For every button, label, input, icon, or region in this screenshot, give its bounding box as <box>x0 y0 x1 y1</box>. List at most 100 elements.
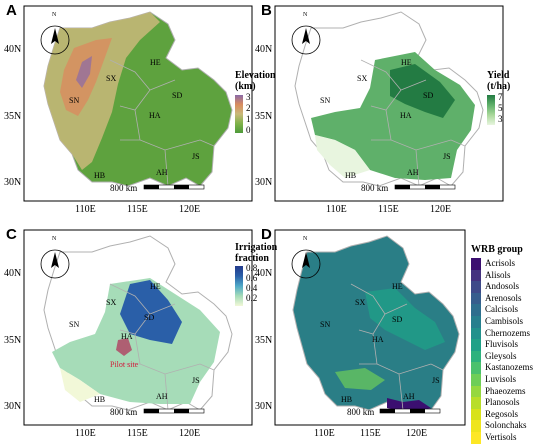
panel-letter: D <box>261 226 272 243</box>
wrb-legend-item: Regosols <box>471 408 519 421</box>
province-label: SX <box>355 298 366 307</box>
north-arrow-icon <box>40 25 70 55</box>
legend-tick: 0.8 <box>246 263 258 273</box>
province-label: HE <box>401 58 412 67</box>
panel-a: A N 40N 35N 30N 110E 115E 120E 800 km HE… <box>0 0 276 222</box>
panel-b: B N 40N 35N 30N 110E 115E 120E 800 km HE… <box>255 0 550 222</box>
province-label: SD <box>392 315 403 324</box>
province-label: HA <box>121 332 133 341</box>
wrb-legend-item: Cambisols <box>471 316 523 328</box>
wrb-label: Acrisols <box>485 258 515 268</box>
province-label: AH <box>407 168 419 177</box>
wrb-label: Fluvisols <box>485 339 519 350</box>
soil-acrisol-zone <box>387 398 431 412</box>
lat-tick: 35N <box>4 335 22 346</box>
yield-map <box>274 5 504 202</box>
wrb-label: Alisols <box>485 269 511 280</box>
wrb-label: Andosols <box>485 281 520 292</box>
legend-tick: 0.2 <box>246 293 258 303</box>
lon-tick: 120E <box>179 428 201 439</box>
province-label: HE <box>150 282 161 291</box>
panel-letter: C <box>6 226 17 243</box>
scale-bar <box>379 408 441 414</box>
wrb-swatch <box>471 362 481 374</box>
province-label: SX <box>357 74 368 83</box>
province-label: HA <box>149 111 161 120</box>
lat-tick: 30N <box>4 177 22 188</box>
lat-tick: 30N <box>4 401 22 412</box>
wrb-legend-item: Luvisols <box>471 374 516 386</box>
wrb-legend-item: Gleysols <box>471 350 517 363</box>
wrb-label: Arenosols <box>485 292 522 303</box>
elevation-map <box>23 5 253 202</box>
wrb-legend-item: Arenosols <box>471 292 522 305</box>
legend-tick: 0.4 <box>246 283 258 293</box>
province-label: AH <box>156 392 168 401</box>
wrb-legend-item: Vertisols <box>471 432 517 444</box>
wrb-swatch <box>471 304 481 316</box>
province-label: HB <box>345 171 357 180</box>
study-region-outline <box>292 235 460 411</box>
province-label: SX <box>106 74 117 83</box>
province-label: JS <box>192 376 200 385</box>
wrb-legend-item: Kastanozems <box>471 362 533 374</box>
panel-c: C N 40N 35N 30N 110E 115E 120E 800 km HE… <box>0 222 278 445</box>
province-boundaries <box>109 283 215 411</box>
wrb-label: Kastanozems <box>485 362 533 373</box>
lon-tick: 110E <box>75 204 96 215</box>
lat-tick: 40N <box>4 268 22 279</box>
soil-luvisol-zone <box>335 368 385 390</box>
lat-tick: 30N <box>255 177 273 188</box>
province-label: HB <box>341 395 353 404</box>
wrb-legend-item: Solonchaks <box>471 420 527 432</box>
province-label: SD <box>172 91 183 100</box>
province-label: SD <box>144 313 155 322</box>
legend-title: Elevation (km) <box>235 70 276 92</box>
wrb-label: Vertisols <box>485 432 517 442</box>
irrigation-map <box>23 229 253 426</box>
north-arrow-icon <box>291 249 321 279</box>
wrb-legend-item: Calcisols <box>471 304 518 316</box>
scale-bar <box>143 184 205 190</box>
province-label: SD <box>423 91 434 100</box>
wrb-label: Regosols <box>485 408 519 419</box>
pilot-site-marker <box>116 338 132 356</box>
wrb-label: Planosols <box>485 397 520 408</box>
legend-tick: 3 <box>246 92 251 102</box>
wrb-swatch <box>471 281 481 293</box>
province-boundaries <box>109 59 215 187</box>
wrb-swatch <box>471 420 481 432</box>
wrb-swatch <box>471 339 481 351</box>
legend-tick: 7 <box>498 92 503 102</box>
province-label: AH <box>403 392 415 401</box>
wrb-swatch <box>471 408 481 421</box>
elevation-colorbar <box>235 95 243 133</box>
yield-low-zone <box>315 135 370 178</box>
panel-letter: B <box>261 2 272 19</box>
wrb-swatch <box>471 397 481 409</box>
legend-title: Irrigation fraction <box>235 242 278 264</box>
lat-tick: 40N <box>255 44 273 55</box>
wrb-swatch <box>471 432 481 444</box>
irrigation-low-zone <box>60 368 100 402</box>
lon-tick: 115E <box>378 204 399 215</box>
pilot-site-label: Pilot site <box>110 360 139 369</box>
province-label: JS <box>432 376 440 385</box>
lat-tick: 40N <box>4 44 22 55</box>
irrigation-colorbar <box>235 266 243 306</box>
province-label: AH <box>156 168 168 177</box>
wrb-swatch <box>471 258 481 270</box>
wrb-legend-item: Acrisols <box>471 258 515 270</box>
yield-high-zone <box>390 64 455 118</box>
lat-tick: 35N <box>4 111 22 122</box>
lon-tick: 115E <box>127 204 148 215</box>
province-label: SN <box>320 96 331 105</box>
wrb-legend-item: Chernozems <box>471 327 530 340</box>
elevation-peak-zone <box>76 56 92 88</box>
province-boundaries <box>360 59 466 187</box>
soil-map <box>274 229 466 426</box>
wrb-label: Luvisols <box>485 374 517 384</box>
scale-label: 800 km <box>110 407 138 417</box>
wrb-label: Gleysols <box>485 350 517 361</box>
province-label: HB <box>94 171 106 180</box>
